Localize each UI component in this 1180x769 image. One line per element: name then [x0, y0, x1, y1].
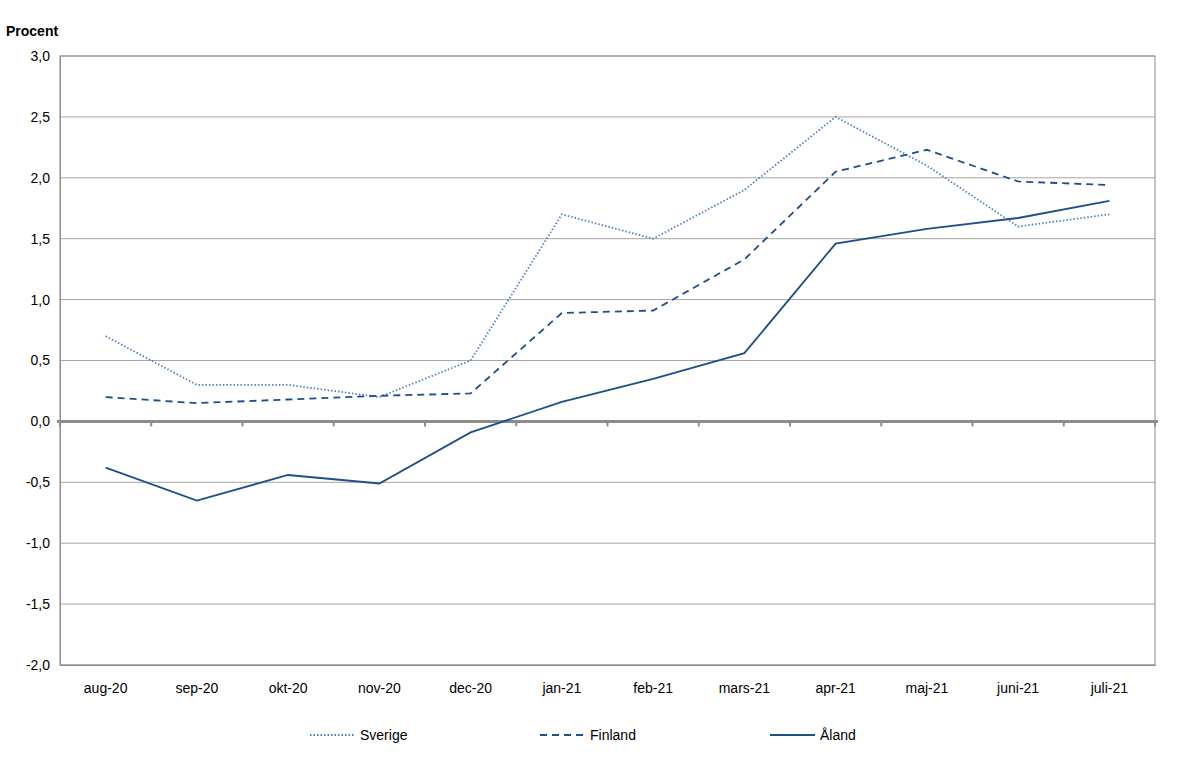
series-line — [106, 150, 1110, 403]
y-tick: 0,5 — [31, 352, 60, 368]
series-line — [106, 201, 1110, 501]
legend-item: Åland — [770, 727, 856, 743]
legend-item: Finland — [540, 727, 636, 743]
y-tick: -1,0 — [26, 535, 60, 551]
x-tick: sep-20 — [175, 665, 218, 696]
grid-line — [60, 177, 1155, 178]
legend-symbol — [770, 734, 815, 736]
y-axis-title: Procent — [6, 23, 58, 39]
category-tick-mark — [59, 421, 61, 426]
y-tick: 2,5 — [31, 109, 60, 125]
grid-line — [60, 116, 1155, 117]
grid-line — [60, 543, 1155, 544]
x-tick: okt-20 — [269, 665, 308, 696]
x-tick-label: juli-21 — [1090, 680, 1129, 696]
lines — [106, 117, 1110, 501]
y-axis-line — [60, 57, 61, 666]
grid-line — [60, 238, 1155, 239]
x-tick: mars-21 — [719, 665, 771, 696]
y-tick-label: 0,5 — [31, 352, 51, 368]
x-tick-label: feb-21 — [633, 680, 673, 696]
x-tick: dec-20 — [449, 665, 492, 696]
y-tick-label: -0,5 — [26, 474, 50, 490]
y-tick: 1,5 — [31, 231, 60, 247]
x-tick-label: maj-21 — [905, 680, 948, 696]
x-tick: juli-21 — [1090, 665, 1129, 696]
category-tick-mark — [1063, 421, 1065, 426]
category-tick-mark — [150, 421, 152, 426]
x-tick: nov-20 — [358, 665, 401, 696]
legend-label: Sverige — [360, 727, 408, 743]
category-tick-mark — [880, 421, 882, 426]
y-tick: -2,0 — [26, 657, 60, 673]
y-tick-label: 1,0 — [31, 292, 51, 308]
x-tick-label: dec-20 — [449, 680, 492, 696]
x-tick: jan-21 — [541, 665, 581, 696]
x-tick-label: okt-20 — [269, 680, 308, 696]
grid — [60, 56, 1155, 665]
x-tick: juni-21 — [996, 665, 1039, 696]
legend-item: Sverige — [310, 727, 408, 743]
x-tick-label: mars-21 — [719, 680, 771, 696]
legend-label: Åland — [820, 727, 856, 743]
y-tick: -1,5 — [26, 596, 60, 612]
series-line — [106, 117, 1110, 397]
grid-line — [60, 482, 1155, 483]
grid-line — [60, 299, 1155, 300]
y-tick-label: -2,0 — [26, 657, 50, 673]
grid-line — [60, 604, 1155, 605]
plot-frame — [60, 56, 1155, 665]
y-tick-label: 2,0 — [31, 170, 51, 186]
x-tick: aug-20 — [84, 665, 128, 696]
y-tick-label: 1,5 — [31, 231, 51, 247]
x-tick-label: apr-21 — [815, 680, 856, 696]
y-tick-label: 3,0 — [31, 48, 51, 64]
legend: Sverige Finland Åland — [310, 727, 856, 743]
grid-line — [60, 360, 1155, 361]
y-tick-label: -1,5 — [26, 596, 50, 612]
category-tick-mark — [424, 421, 426, 426]
y-tick-label: 2,5 — [31, 109, 51, 125]
legend-symbol — [310, 734, 355, 736]
category-tick-mark — [789, 421, 791, 426]
zero-axis — [57, 421, 1158, 426]
y-axis: -2,0 -1,5 -1,0 -0,5 0,0 0,5 1,0 1,5 2,0 2,5 3,0 — [26, 48, 61, 673]
category-tick-mark — [698, 421, 700, 426]
chart: -2,0 -1,5 -1,0 -0,5 0,0 0,5 1,0 1,5 2,0 2,5 3,0 Pro… — [0, 0, 1180, 769]
category-tick-mark — [515, 421, 517, 426]
legend-label: Finland — [590, 727, 636, 743]
x-tick: maj-21 — [905, 665, 948, 696]
category-tick-mark — [333, 421, 335, 426]
y-tick-label: 0,0 — [31, 413, 51, 429]
x-axis-line — [61, 665, 1156, 666]
x-tick-label: jan-21 — [541, 680, 581, 696]
x-tick-label: aug-20 — [84, 680, 128, 696]
y-tick: 2,0 — [31, 170, 60, 186]
y-tick: 0,0 — [31, 413, 60, 429]
x-tick: apr-21 — [815, 665, 856, 696]
legend-symbol — [540, 734, 585, 736]
x-axis: aug-20 sep-20 okt-20 nov-20 dec-20 jan-21 feb-… — [61, 665, 1156, 696]
x-tick-label: nov-20 — [358, 680, 401, 696]
y-tick: 1,0 — [31, 292, 60, 308]
y-tick-label: -1,0 — [26, 535, 50, 551]
x-tick-label: sep-20 — [175, 680, 218, 696]
category-tick-mark — [972, 421, 974, 426]
category-tick-mark — [1154, 421, 1156, 426]
y-tick: 3,0 — [31, 48, 60, 64]
category-tick-mark — [242, 421, 244, 426]
x-tick-label: juni-21 — [996, 680, 1039, 696]
x-tick: feb-21 — [633, 665, 673, 696]
y-tick: -0,5 — [26, 474, 60, 490]
category-tick-mark — [607, 421, 609, 426]
